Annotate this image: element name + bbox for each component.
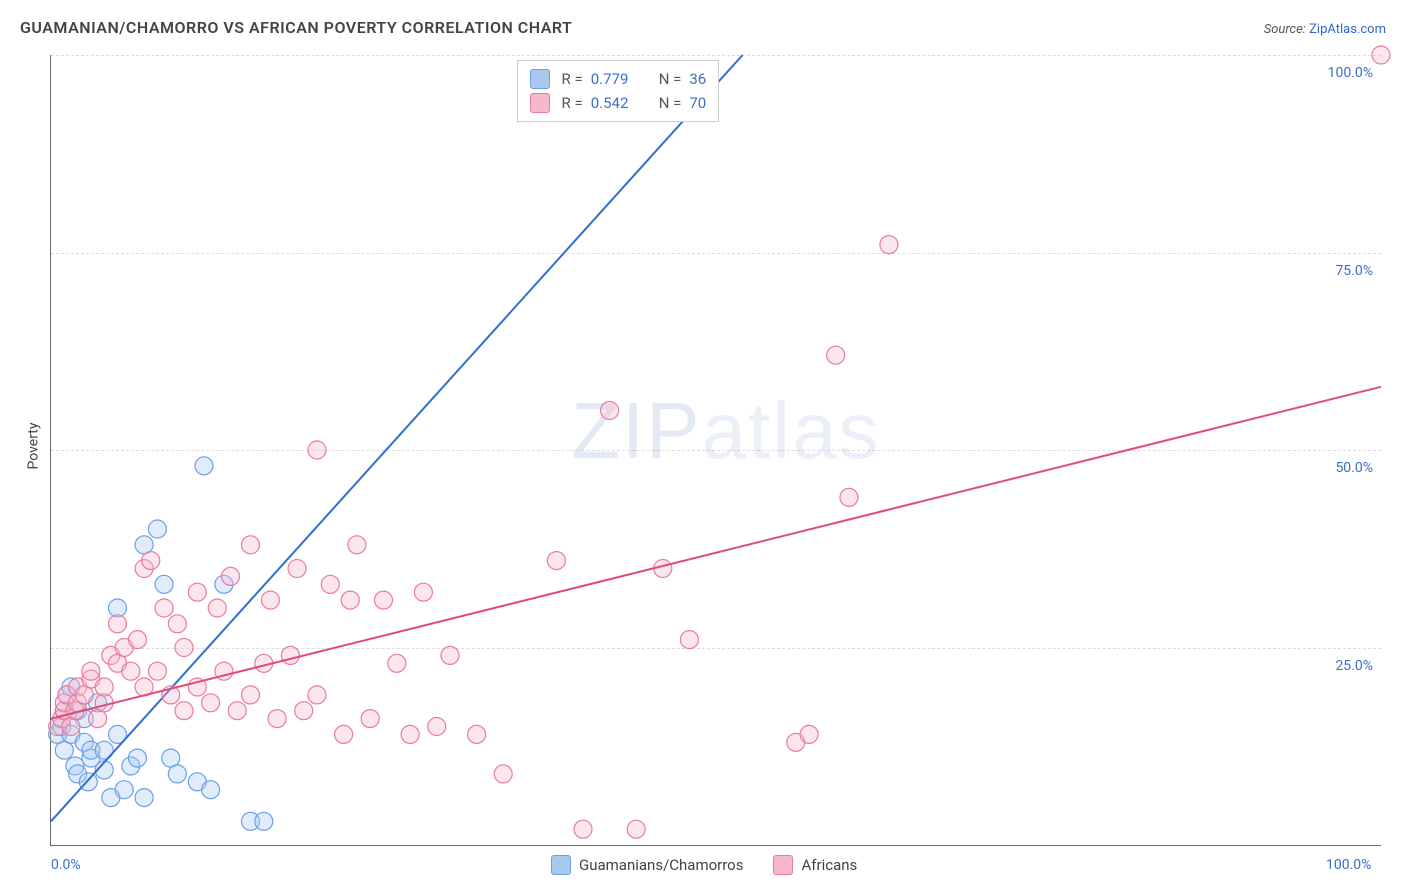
data-point [880, 236, 898, 254]
data-point [128, 631, 146, 649]
plot-area: 25.0%50.0%75.0%100.0% ZIPatlas R =0.779N… [50, 55, 1381, 846]
r-label: R = [562, 91, 583, 115]
data-point [341, 591, 359, 609]
data-point [827, 346, 845, 364]
data-point [175, 639, 193, 657]
data-point [155, 599, 173, 617]
r-label: R = [562, 67, 583, 91]
data-point [142, 552, 160, 570]
chart-header: GUAMANIAN/CHAMORRO VS AFRICAN POVERTY CO… [20, 18, 1386, 37]
data-point [135, 789, 153, 807]
chart-title: GUAMANIAN/CHAMORRO VS AFRICAN POVERTY CO… [20, 18, 572, 37]
data-point [195, 457, 213, 475]
data-point [680, 631, 698, 649]
data-point [800, 725, 818, 743]
n-value: 36 [689, 67, 706, 91]
data-point [441, 646, 459, 664]
source-link[interactable]: ZipAtlas.com [1309, 22, 1386, 37]
data-point [168, 765, 186, 783]
n-value: 70 [689, 91, 706, 115]
legend-label: Guamanians/Chamorros [579, 856, 743, 874]
data-point [168, 615, 186, 633]
r-value: 0.779 [591, 67, 641, 91]
legend-swatch [773, 855, 793, 875]
data-point [494, 765, 512, 783]
data-point [601, 402, 619, 420]
data-point [308, 441, 326, 459]
legend-row: R = 0.542 N = 70 [530, 91, 707, 115]
data-point [202, 781, 220, 799]
legend-swatch [530, 69, 550, 89]
data-point [261, 591, 279, 609]
data-point [222, 567, 240, 585]
r-value: 0.542 [591, 91, 641, 115]
data-point [175, 702, 193, 720]
data-point [128, 749, 146, 767]
data-point [574, 820, 592, 838]
data-point [208, 599, 226, 617]
data-point [188, 583, 206, 601]
data-point [335, 725, 353, 743]
data-point [95, 678, 113, 696]
source-label: Source: ZipAtlas.com [1264, 22, 1386, 37]
data-point [242, 686, 260, 704]
data-point [228, 702, 246, 720]
trend-line [51, 55, 743, 821]
data-point [308, 686, 326, 704]
data-point [627, 820, 645, 838]
data-point [148, 662, 166, 680]
data-point [295, 702, 313, 720]
legend-swatch [551, 855, 571, 875]
series-legend: Guamanians/Chamorros Africans [551, 855, 857, 875]
data-point [1372, 46, 1390, 64]
data-point [202, 694, 220, 712]
data-point [148, 520, 166, 538]
data-point [82, 662, 100, 680]
data-point [401, 725, 419, 743]
legend-item: Guamanians/Chamorros [551, 855, 743, 875]
data-point [428, 718, 446, 736]
n-label: N = [659, 91, 682, 115]
legend-item: Africans [773, 855, 857, 875]
correlation-legend: R = 0.779 N = 36 R = 0.542 N = 70 [517, 60, 720, 122]
data-point [155, 575, 173, 593]
data-point [547, 552, 565, 570]
data-point [62, 718, 80, 736]
scatter-svg [51, 55, 1381, 845]
data-point [268, 710, 286, 728]
data-point [840, 488, 858, 506]
data-point [242, 536, 260, 554]
legend-row: R = 0.779 N = 36 [530, 67, 707, 91]
legend-swatch [530, 93, 550, 113]
y-axis-label: Poverty [26, 422, 42, 469]
data-point [348, 536, 366, 554]
x-tick-label: 0.0% [51, 857, 81, 873]
data-point [321, 575, 339, 593]
data-point [375, 591, 393, 609]
data-point [281, 646, 299, 664]
data-point [255, 812, 273, 830]
data-point [288, 560, 306, 578]
data-point [115, 781, 133, 799]
data-point [109, 615, 127, 633]
x-tick-label: 100.0% [1326, 857, 1371, 873]
data-point [122, 662, 140, 680]
data-point [361, 710, 379, 728]
data-point [414, 583, 432, 601]
data-point [468, 725, 486, 743]
data-point [388, 654, 406, 672]
legend-label: Africans [801, 856, 857, 874]
n-label: N = [659, 67, 682, 91]
